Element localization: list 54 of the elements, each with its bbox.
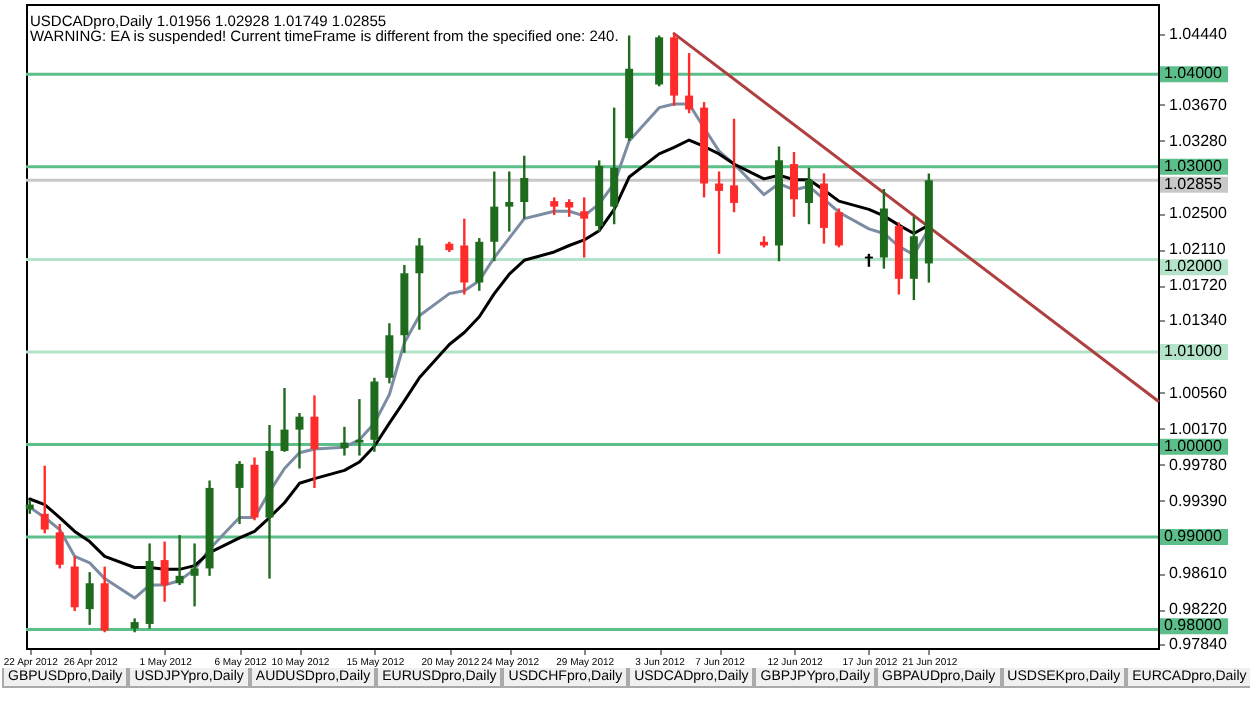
candlestick xyxy=(190,542,199,608)
candlestick xyxy=(685,51,694,115)
candlestick xyxy=(789,150,798,219)
candlestick xyxy=(460,217,469,296)
candlestick xyxy=(160,540,169,603)
candlestick xyxy=(415,236,424,331)
candlestick xyxy=(819,172,828,245)
y-tick-label: 0.97840 xyxy=(1169,635,1228,654)
candlestick xyxy=(295,411,304,470)
candlestick xyxy=(655,34,664,88)
ref-line-label: 1.02000 xyxy=(1164,257,1223,276)
candlestick xyxy=(280,386,289,454)
y-tick-label: 1.03670 xyxy=(1169,95,1228,114)
y-tick-label: 1.00170 xyxy=(1169,419,1228,438)
y-tick-label: 1.04440 xyxy=(1169,24,1228,43)
ref-line-label: 1.04000 xyxy=(1164,64,1223,83)
candlestick xyxy=(175,533,184,587)
candlestick xyxy=(580,196,589,259)
y-tick-label: 1.02110 xyxy=(1169,240,1227,259)
ref-line-label: 0.98000 xyxy=(1164,616,1223,635)
candlestick xyxy=(715,170,724,256)
candlestick xyxy=(505,170,514,233)
ref-line-label: 1.03000 xyxy=(1164,156,1223,175)
candlestick xyxy=(70,555,79,613)
candlestick xyxy=(520,154,529,220)
y-tick-label: 1.02500 xyxy=(1169,204,1228,223)
ref-line-label: 1.00000 xyxy=(1164,436,1223,455)
y-tick-label: 0.99780 xyxy=(1169,455,1228,474)
candlestick xyxy=(310,394,319,490)
candlestick xyxy=(355,397,364,457)
candlestick xyxy=(909,215,918,302)
candlestick xyxy=(85,570,94,627)
candlestick xyxy=(235,459,244,526)
candlestick xyxy=(490,170,499,263)
ref-line-label: 0.99000 xyxy=(1164,526,1223,545)
candlestick xyxy=(804,166,813,226)
y-tick-label: 1.00560 xyxy=(1169,383,1228,402)
candlestick xyxy=(730,117,739,214)
candlestick xyxy=(475,236,484,293)
candlestick xyxy=(834,207,843,249)
candlestick xyxy=(385,322,394,385)
candlestick xyxy=(610,106,619,226)
candlestick xyxy=(100,565,109,634)
y-tick-label: 0.98220 xyxy=(1169,600,1228,619)
candlestick xyxy=(340,425,349,457)
ref-line-label: 1.02855 xyxy=(1164,174,1223,193)
y-tick-label: 1.01340 xyxy=(1169,311,1228,330)
candlestick xyxy=(40,464,49,535)
y-tick-label: 1.03280 xyxy=(1169,131,1228,150)
candlestick xyxy=(55,522,64,570)
y-tick-label: 0.98610 xyxy=(1169,564,1228,583)
y-tick-label: 0.99390 xyxy=(1169,491,1228,510)
ref-line-label: 1.01000 xyxy=(1164,341,1223,360)
y-tick-label: 1.01720 xyxy=(1169,276,1228,295)
